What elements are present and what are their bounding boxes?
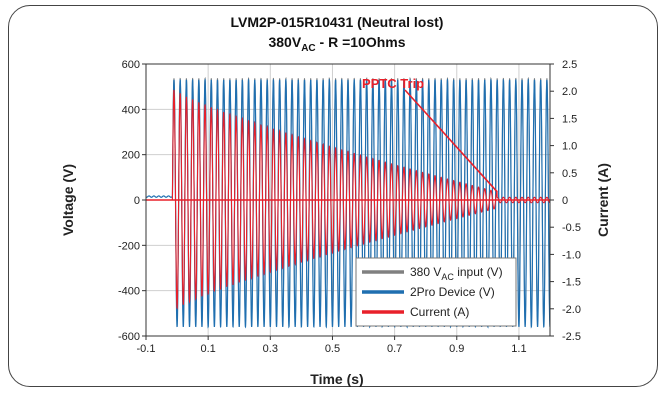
ticks: -0.1 0.1 0.3 0.5 0.7 0.9 1.1 600 400 200 0 -200 -400…: [118, 59, 581, 355]
y-right-tick-label: 2.0: [562, 86, 577, 98]
y-left-tick-label: -200: [118, 240, 140, 252]
legend: 380 VAC input (V) 2Pro Device (V) Current …: [355, 257, 517, 327]
annotation-arrow: [404, 89, 498, 193]
legend-label: Current (A): [410, 305, 469, 319]
y-right-tick-label: 1.0: [562, 141, 577, 153]
title-voltage-sub: AC: [301, 43, 315, 54]
x-tick-label: 1.1: [511, 343, 526, 355]
annotation: PPTC Trip: [362, 76, 498, 193]
y-right-tick-label: 0: [562, 195, 568, 207]
y-axis-label-left: Voltage (V): [60, 164, 76, 236]
y-right-tick-label: -2.0: [562, 304, 581, 316]
y-right-tick-label: 0.5: [562, 168, 577, 180]
y-left-tick-label: -600: [118, 331, 140, 343]
y-right-tick-label: -2.5: [562, 331, 581, 343]
chart-title-line2: 380VAC - R =10Ohms: [268, 34, 405, 54]
annotation-pptc-trip: PPTC Trip: [362, 76, 424, 91]
y-right-tick-label: -0.5: [562, 222, 581, 234]
x-tick-label: -0.1: [137, 343, 156, 355]
y-left-tick-label: -400: [118, 286, 140, 298]
chart-frame: [8, 5, 658, 387]
y-right-tick-label: 2.5: [562, 59, 577, 71]
y-left-tick-label: 400: [122, 104, 140, 116]
y-left-tick-label: 200: [122, 150, 140, 162]
y-right-tick-label: -1.5: [562, 277, 581, 289]
x-axis-label: Time (s): [310, 371, 363, 387]
y-axis-label-right: Current (A): [595, 163, 611, 237]
y-right-tick-label: 1.5: [562, 113, 577, 125]
legend-label: 380 VAC input (V): [410, 265, 503, 282]
y-left-tick-label: 600: [122, 59, 140, 71]
y-left-tick-label: 0: [134, 195, 140, 207]
series-line-current: [146, 89, 550, 310]
x-tick-label: 0.3: [263, 343, 278, 355]
y-right-tick-label: -1.0: [562, 249, 581, 261]
x-tick-label: 0.5: [325, 343, 340, 355]
legend-label: 2Pro Device (V): [410, 285, 495, 299]
chart-title-line1: LVM2P-015R10431 (Neutral lost): [231, 14, 444, 30]
title-voltage-main: 380V: [268, 34, 301, 50]
x-tick-label: 0.9: [449, 343, 464, 355]
x-tick-label: 0.7: [387, 343, 402, 355]
title-resistance: - R =10Ohms: [316, 34, 406, 50]
x-tick-label: 0.1: [201, 343, 216, 355]
